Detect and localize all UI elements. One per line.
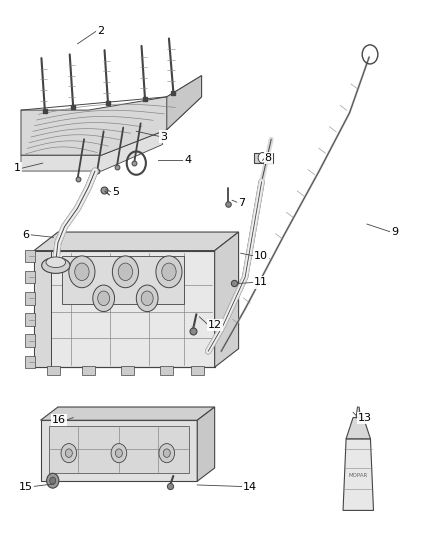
Polygon shape (343, 439, 374, 511)
Polygon shape (25, 334, 35, 347)
Circle shape (47, 473, 59, 488)
Polygon shape (82, 366, 95, 375)
Circle shape (118, 263, 133, 280)
Polygon shape (191, 366, 204, 375)
Circle shape (156, 256, 182, 288)
Circle shape (136, 285, 158, 312)
Circle shape (65, 449, 72, 457)
Circle shape (159, 443, 175, 463)
Polygon shape (215, 232, 239, 367)
Polygon shape (41, 407, 215, 420)
Polygon shape (49, 425, 188, 473)
Text: 2: 2 (97, 26, 104, 36)
Text: 16: 16 (52, 415, 66, 425)
Text: 14: 14 (243, 481, 257, 491)
Polygon shape (25, 313, 35, 326)
Polygon shape (346, 418, 371, 439)
Circle shape (258, 152, 267, 163)
Polygon shape (21, 76, 201, 155)
Text: 11: 11 (254, 277, 268, 287)
Text: 15: 15 (19, 481, 33, 491)
Circle shape (61, 443, 77, 463)
Polygon shape (121, 366, 134, 375)
Text: 3: 3 (160, 132, 167, 142)
Polygon shape (167, 76, 201, 130)
Text: 12: 12 (208, 320, 222, 330)
Polygon shape (25, 271, 35, 284)
Polygon shape (160, 366, 173, 375)
Polygon shape (62, 256, 184, 304)
Polygon shape (197, 407, 215, 481)
Polygon shape (34, 251, 51, 367)
Circle shape (141, 291, 153, 305)
Polygon shape (25, 249, 35, 262)
Polygon shape (356, 407, 360, 418)
Circle shape (93, 285, 115, 312)
Circle shape (162, 263, 176, 280)
Text: MOPAR: MOPAR (349, 473, 368, 479)
Polygon shape (254, 152, 273, 163)
Ellipse shape (42, 257, 70, 273)
Circle shape (163, 449, 170, 457)
Polygon shape (21, 131, 162, 171)
Circle shape (49, 477, 56, 484)
Circle shape (98, 291, 110, 305)
Circle shape (111, 443, 127, 463)
Polygon shape (34, 232, 239, 251)
Text: 8: 8 (265, 153, 272, 163)
Text: 6: 6 (23, 230, 30, 240)
Circle shape (113, 256, 138, 288)
Polygon shape (25, 292, 35, 305)
Text: 4: 4 (184, 156, 191, 165)
Polygon shape (41, 420, 197, 481)
Text: 13: 13 (358, 413, 372, 423)
Text: 1: 1 (14, 164, 21, 173)
Text: 9: 9 (391, 227, 398, 237)
Text: 7: 7 (239, 198, 246, 208)
Circle shape (75, 263, 89, 280)
Text: 5: 5 (113, 187, 120, 197)
Circle shape (69, 256, 95, 288)
Text: 10: 10 (254, 251, 268, 261)
Polygon shape (34, 251, 215, 367)
Polygon shape (25, 356, 35, 368)
Polygon shape (47, 366, 60, 375)
Circle shape (116, 449, 122, 457)
Ellipse shape (46, 257, 66, 268)
